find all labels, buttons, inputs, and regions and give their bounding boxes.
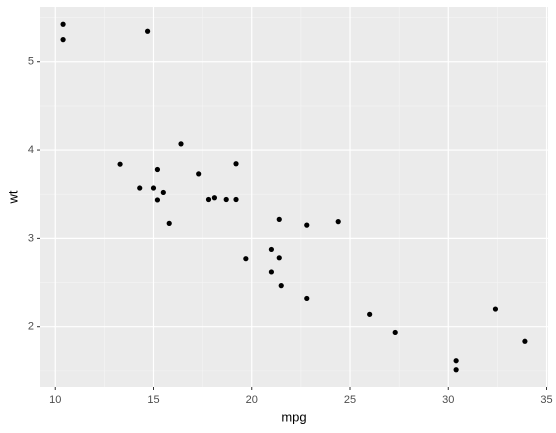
- point: [60, 21, 66, 27]
- point: [335, 218, 341, 225]
- y-tick-label: 4: [28, 144, 34, 156]
- point: [233, 196, 239, 203]
- point: [276, 216, 282, 222]
- point: [150, 185, 157, 191]
- point: [166, 220, 172, 226]
- point: [154, 166, 161, 173]
- point: [60, 37, 66, 43]
- point: [453, 358, 459, 364]
- y-axis-title: wt: [5, 190, 20, 204]
- y-tick-label: 5: [28, 56, 34, 68]
- point: [268, 269, 275, 275]
- x-tick-label: 10: [49, 394, 61, 406]
- point: [392, 329, 398, 336]
- y-tick-label: 3: [28, 232, 34, 244]
- point: [304, 295, 310, 302]
- point: [367, 311, 373, 317]
- point: [154, 197, 161, 203]
- y-tick-label: 2: [28, 321, 34, 333]
- point: [117, 161, 123, 167]
- x-tick-label: 35: [540, 394, 552, 406]
- x-tick-label: 30: [442, 394, 454, 406]
- point: [492, 306, 499, 312]
- point: [276, 255, 282, 261]
- x-tick-label: 15: [147, 394, 159, 406]
- point: [205, 196, 212, 203]
- x-axis-title: mpg: [281, 409, 306, 424]
- point: [522, 338, 528, 344]
- point: [223, 196, 229, 203]
- point: [144, 28, 151, 34]
- point: [453, 367, 459, 373]
- point: [160, 189, 166, 196]
- x-tick-label: 20: [246, 394, 258, 406]
- point: [304, 222, 310, 228]
- point: [233, 161, 239, 167]
- x-tick-label: 25: [344, 394, 356, 406]
- point: [268, 246, 275, 253]
- point: [137, 185, 143, 191]
- point: [243, 256, 249, 262]
- point: [196, 171, 202, 177]
- panel: [40, 7, 548, 387]
- point: [178, 141, 184, 147]
- point: [278, 283, 284, 289]
- point: [211, 195, 218, 201]
